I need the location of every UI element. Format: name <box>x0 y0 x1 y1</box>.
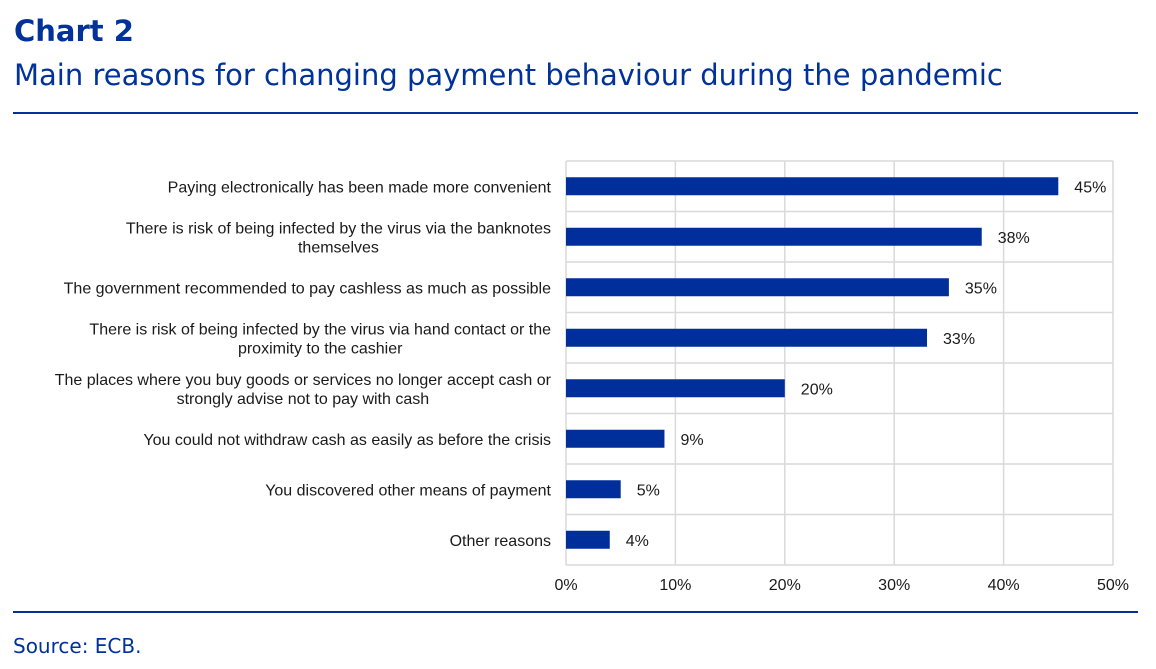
x-tick-label: 30% <box>878 577 910 594</box>
bar <box>566 480 621 499</box>
x-tick-label: 40% <box>988 577 1020 594</box>
data-label: 45% <box>1074 179 1106 196</box>
category-label: You discovered other means of payment <box>265 482 551 499</box>
footer-divider <box>13 611 1138 613</box>
bar <box>566 328 928 347</box>
chart-title: Main reasons for changing payment behavi… <box>14 58 1003 92</box>
bar <box>566 429 665 448</box>
category-label: There is risk of being infected by the v… <box>89 321 551 357</box>
chart-number: Chart 2 <box>14 14 134 48</box>
category-label: The government recommended to pay cashle… <box>64 280 551 297</box>
x-tick-label: 50% <box>1097 577 1129 594</box>
bar <box>566 530 610 549</box>
category-label: Other reasons <box>450 533 551 550</box>
data-label: 5% <box>637 482 660 499</box>
x-tick-label: 0% <box>554 577 577 594</box>
data-label: 4% <box>626 533 649 550</box>
data-label: 20% <box>801 381 833 398</box>
bar <box>566 379 785 398</box>
bar <box>566 177 1059 196</box>
source-note: Source: ECB. <box>13 634 142 658</box>
data-label: 35% <box>965 280 997 297</box>
x-tick-label: 10% <box>659 577 691 594</box>
x-tick-label: 20% <box>769 577 801 594</box>
category-label: Paying electronically has been made more… <box>168 179 552 196</box>
category-label: You could not withdraw cash as easily as… <box>143 432 551 449</box>
category-label: There is risk of being infected by the v… <box>126 220 551 256</box>
data-label: 38% <box>998 230 1030 247</box>
category-label: The places where you buy goods or servic… <box>55 372 552 408</box>
bar <box>566 227 982 246</box>
bar <box>566 278 949 297</box>
data-label: 9% <box>680 432 703 449</box>
data-label: 33% <box>943 331 975 348</box>
header-divider <box>13 112 1138 114</box>
